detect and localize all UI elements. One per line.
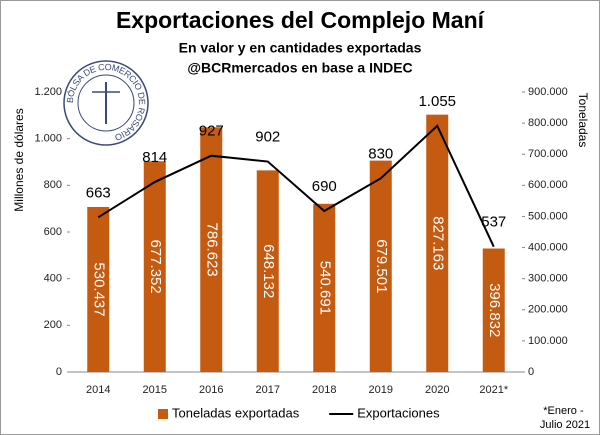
tick-label: 1.000 bbox=[34, 133, 62, 145]
line-value-label: 830 bbox=[368, 145, 393, 162]
line-value-label: 1.055 bbox=[418, 93, 456, 110]
subtitle: En valor y en cantidades exportadas bbox=[179, 40, 422, 56]
y-axis-title: Millones de dólares bbox=[12, 108, 26, 211]
subtitle: @BCRmercados en base a INDEC bbox=[187, 60, 412, 76]
legend-label: Exportaciones bbox=[357, 405, 440, 420]
x-tick-label: 2017 bbox=[256, 384, 280, 396]
tick-label: 700.000 bbox=[528, 148, 568, 160]
tick-label: 900.000 bbox=[528, 86, 568, 98]
footnote: Julio 2021 bbox=[540, 419, 590, 431]
line bbox=[97, 124, 495, 248]
bar bbox=[369, 160, 392, 372]
line-value-label: 690 bbox=[312, 178, 337, 195]
footnote: *Enero - Julio 2021 bbox=[540, 405, 590, 431]
x-tick-label: 2021* bbox=[479, 384, 508, 396]
bar bbox=[313, 203, 336, 372]
x-tick-label: 2020 bbox=[425, 384, 449, 396]
bar bbox=[200, 127, 223, 372]
legend-swatch bbox=[158, 409, 168, 419]
bar-value-label: 396.832 bbox=[486, 283, 503, 337]
tick-label: 200.000 bbox=[528, 304, 568, 316]
line-value-label: 663 bbox=[86, 184, 111, 201]
bar bbox=[256, 170, 279, 372]
legend-label: Toneladas exportadas bbox=[172, 405, 300, 420]
line-value-label: 902 bbox=[255, 129, 280, 146]
x-tick-label: 2019 bbox=[369, 384, 393, 396]
line-value-label: 814 bbox=[142, 149, 167, 166]
bar-value-label: 530.437 bbox=[90, 262, 107, 316]
footnote: *Enero - bbox=[543, 405, 584, 417]
tick-label: 400 bbox=[44, 273, 62, 285]
bar-value-label: 648.132 bbox=[260, 244, 277, 298]
tick-label: 100.000 bbox=[528, 335, 568, 347]
chart-title: Exportaciones del Complejo Maní bbox=[116, 7, 486, 33]
tick-label: 300.000 bbox=[528, 273, 568, 285]
logo: BOLSA DE COMERCIO DE ROSARIO bbox=[63, 60, 149, 146]
tick-label: 0 bbox=[528, 366, 534, 378]
bar-value-label: 786.623 bbox=[203, 223, 220, 277]
x-tick-label: 2016 bbox=[199, 384, 223, 396]
tick-label: 800 bbox=[44, 179, 62, 191]
tick-label: 200 bbox=[44, 319, 62, 331]
bar-value-label: 827.163 bbox=[429, 216, 446, 270]
tick-label: 600 bbox=[44, 226, 62, 238]
line-value-label: 927 bbox=[199, 123, 224, 140]
tick-label: 600.000 bbox=[528, 179, 568, 191]
tick-label: 500.000 bbox=[528, 210, 568, 222]
bar bbox=[482, 248, 505, 372]
bar bbox=[87, 206, 110, 372]
bar bbox=[143, 161, 166, 372]
x-tick-label: 2014 bbox=[86, 384, 110, 396]
bar-value-label: 540.691 bbox=[316, 261, 333, 315]
tick-label: 800.000 bbox=[528, 117, 568, 129]
x-tick-label: 2018 bbox=[312, 384, 336, 396]
tick-label: 0 bbox=[56, 366, 62, 378]
line-value-label: 537 bbox=[481, 214, 506, 231]
tick-label: 400.000 bbox=[528, 241, 568, 253]
y2-axis-title: Toneladas bbox=[576, 93, 590, 148]
bar-value-label: 679.501 bbox=[373, 239, 390, 293]
tick-label: 1.200 bbox=[34, 86, 62, 98]
x-tick-label: 2015 bbox=[143, 384, 167, 396]
bar bbox=[426, 114, 449, 372]
bar-value-label: 677.352 bbox=[147, 240, 164, 294]
